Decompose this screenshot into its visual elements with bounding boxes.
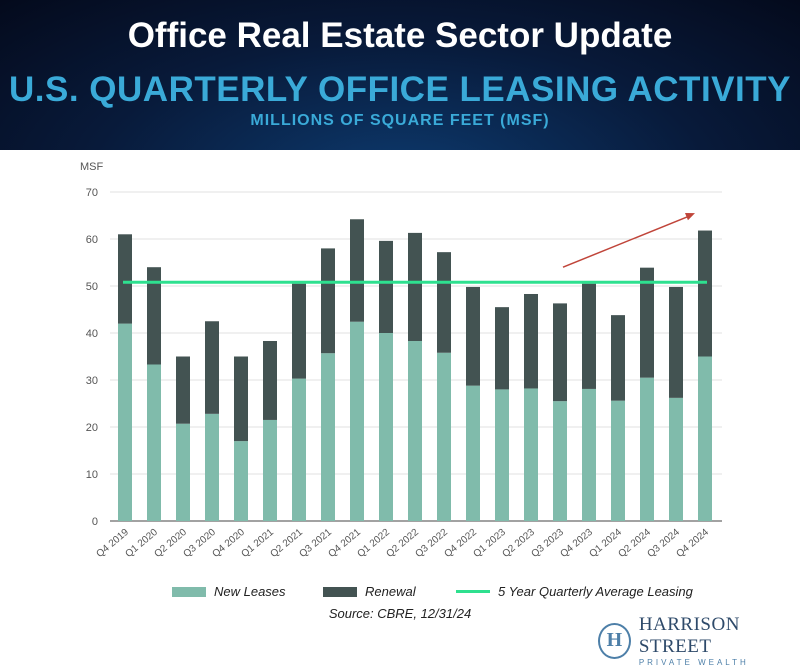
bar-renewal [698,230,712,357]
legend-swatch [172,586,206,597]
y-tick-label: 60 [86,234,98,246]
y-tick-label: 10 [86,469,98,481]
y-tick-label: 70 [86,187,98,199]
bar-renewal [379,240,393,333]
bar-new-leases [582,388,596,521]
chart-title: U.S. QUARTERLY OFFICE LEASING ACTIVITY [9,70,791,109]
bar-new-leases [698,356,712,521]
bar-new-leases [147,364,161,521]
legend-swatch [323,586,357,597]
y-tick-label: 0 [92,516,98,528]
bar-renewal [669,286,683,398]
legend-swatch [456,590,490,593]
legend-new-leases: New Leases [172,584,286,599]
bar-new-leases [292,378,306,521]
trend-arrow [562,215,690,268]
source-note: Source: CBRE, 12/31/24 [328,606,472,621]
bar-new-leases [321,353,335,521]
bar-new-leases [234,441,248,521]
bar-renewal [466,286,480,386]
chart-subtitle: MILLIONS OF SQUARE FEET (MSF) [250,112,550,129]
y-tick-label: 40 [86,328,98,340]
bar-renewal [495,307,509,390]
bar-new-leases [118,323,132,521]
company-logo: H HARRISON STREET PRIVATE WEALTH [598,614,800,667]
bar-new-leases [350,321,364,521]
y-tick-label: 50 [86,281,98,293]
bar-new-leases [379,333,393,521]
bar-renewal [582,283,596,389]
y-axis-label: MSF [80,161,104,173]
bar-new-leases [408,340,422,521]
logo-name: HARRISON STREET [638,614,740,657]
bar-new-leases [640,377,654,521]
bar-renewal [292,283,306,379]
bar-new-leases [176,423,190,521]
header-banner: Office Real Estate Sector Update U.S. QU… [0,0,800,150]
bar-renewal [524,293,538,389]
bar-new-leases [611,400,625,521]
bar-new-leases [524,388,538,521]
y-tick-label: 20 [86,422,98,434]
bar-new-leases [669,397,683,521]
bar-renewal [263,340,277,420]
legend-label: 5 Year Quarterly Average Leasing [498,584,693,599]
bar-renewal [147,267,161,365]
bar-new-leases [205,413,219,521]
logo-mark-icon: H [598,622,631,659]
bar-renewal [176,356,190,424]
bar-renewal [553,303,567,402]
bar-renewal [205,321,219,414]
legend-renewal: Renewal [323,584,416,599]
bar-renewal [640,267,654,378]
y-tick-label: 30 [86,375,98,387]
x-tick-label: Q4 2024 [674,527,711,560]
bar-new-leases [495,389,509,521]
bar-renewal [234,356,248,442]
bar-renewal [350,219,364,322]
page-title: Office Real Estate Sector Update [127,16,673,55]
bar-new-leases [553,401,567,521]
bar-new-leases [466,385,480,521]
legend-label: Renewal [365,584,416,599]
bar-renewal [437,252,451,353]
legend-average: 5 Year Quarterly Average Leasing [456,584,693,599]
logo-tagline: PRIVATE WEALTH [638,658,749,667]
bar-renewal [118,234,132,324]
legend-label: New Leases [214,584,286,599]
arrowhead-icon [685,213,695,221]
bar-new-leases [437,352,451,521]
bar-renewal [611,315,625,401]
bar-renewal [321,248,335,354]
bar-renewal [408,232,422,341]
bar-new-leases [263,419,277,521]
